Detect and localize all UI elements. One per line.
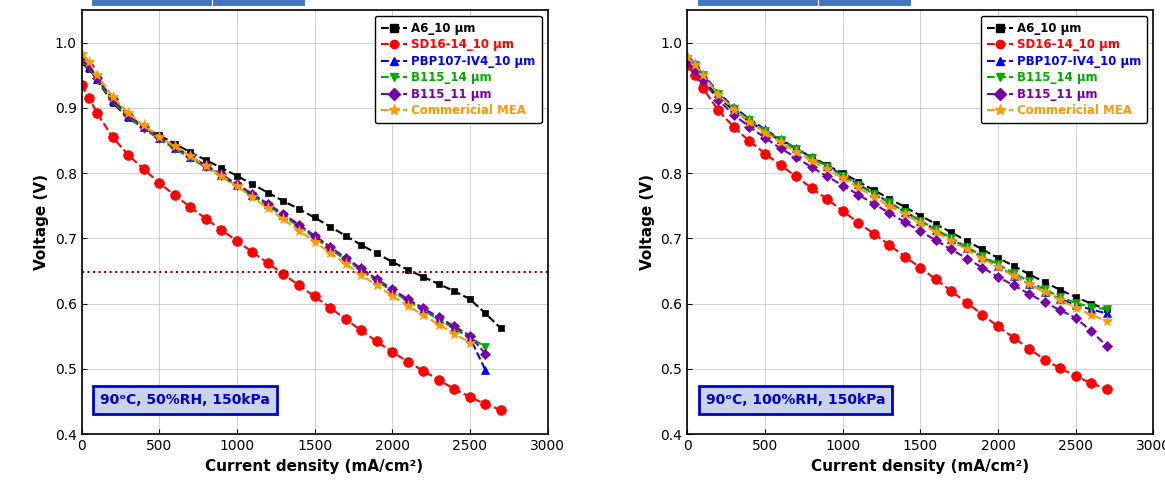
- Y-axis label: Voltage (V): Voltage (V): [34, 174, 49, 270]
- Legend: A6_10 μm, SD16-14_10 μm, PBP107-IV4_10 μm, B115_14 μm, B115_11 μm, Commericial M: A6_10 μm, SD16-14_10 μm, PBP107-IV4_10 μ…: [375, 16, 542, 123]
- X-axis label: Current density (mA/cm²): Current density (mA/cm²): [205, 459, 424, 474]
- Y-axis label: Voltage (V): Voltage (V): [640, 174, 655, 270]
- Bar: [818, 0, 911, 6]
- Text: 90ᵒC, 100%RH, 150kPa: 90ᵒC, 100%RH, 150kPa: [706, 393, 885, 408]
- Bar: [212, 0, 305, 6]
- Text: 90ᵒC, 50%RH, 150kPa: 90ᵒC, 50%RH, 150kPa: [100, 393, 270, 408]
- Legend: A6_10 μm, SD16-14_10 μm, PBP107-IV4_10 μm, B115_14 μm, B115_11 μm, Commericial M: A6_10 μm, SD16-14_10 μm, PBP107-IV4_10 μ…: [981, 16, 1148, 123]
- X-axis label: Current density (mA/cm²): Current density (mA/cm²): [811, 459, 1030, 474]
- Bar: [697, 0, 818, 6]
- Bar: [91, 0, 212, 6]
